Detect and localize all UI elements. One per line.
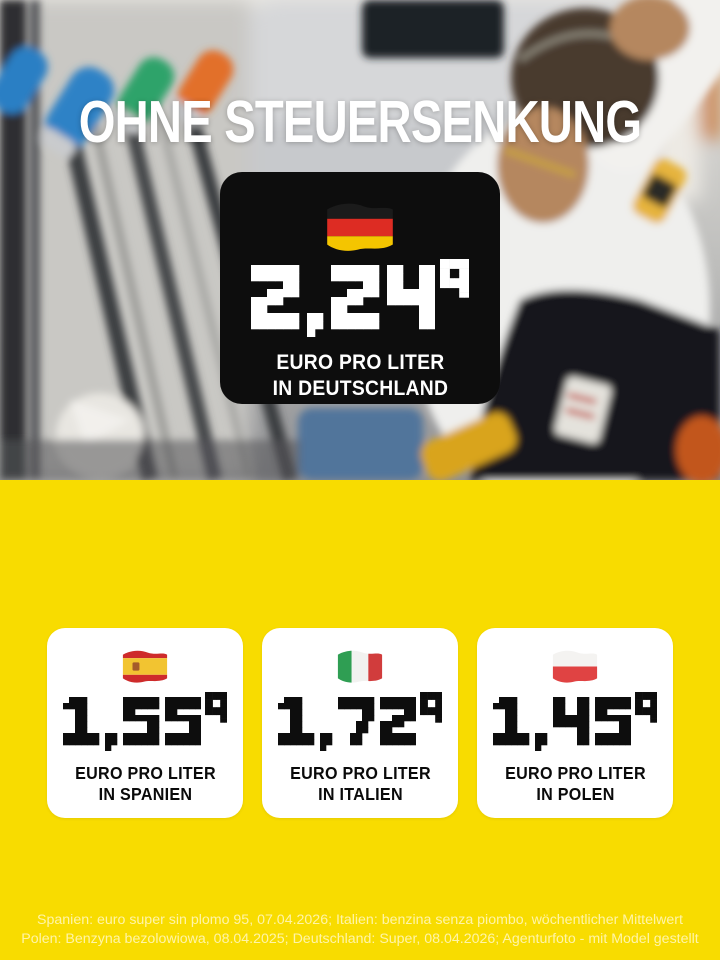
caption-line-2: IN ITALIEN bbox=[317, 784, 403, 805]
italy-price-superscript bbox=[419, 692, 443, 726]
caption-line-2: IN SPANIEN bbox=[98, 784, 192, 805]
tax-cut-section: MIT STEUERSENKUNG bbox=[0, 480, 720, 960]
spain-price-superscript bbox=[204, 692, 228, 726]
caption-line-1: EURO PRO LITER bbox=[289, 763, 431, 783]
poland-flag-icon bbox=[552, 650, 598, 683]
spain-flag-icon bbox=[122, 650, 168, 683]
caption-line-1: EURO PRO LITER bbox=[74, 763, 216, 783]
italy-price-card: EURO PRO LITER IN ITALIEN bbox=[262, 628, 458, 818]
poland-price-caption: EURO PRO LITER IN POLEN bbox=[505, 763, 646, 806]
spain-price bbox=[62, 692, 228, 751]
italy-price-digits bbox=[277, 697, 416, 751]
germany-price-caption: EURO PRO LITER IN DEUTSCHLAND bbox=[272, 350, 448, 401]
poland-price-digits bbox=[492, 697, 631, 751]
italy-price bbox=[277, 692, 443, 751]
footnote-line-1: Spanien: euro super sin plomo 95, 07.04.… bbox=[37, 912, 683, 928]
poland-price bbox=[492, 692, 658, 751]
country-cards-row: EURO PRO LITER IN SPANIEN bbox=[47, 628, 673, 818]
poland-price-superscript bbox=[634, 692, 658, 726]
headline-without-tax-cut: OHNE STEUERSENKUNG bbox=[78, 89, 642, 155]
italy-flag-icon bbox=[337, 650, 383, 683]
spain-price-card: EURO PRO LITER IN SPANIEN bbox=[47, 628, 243, 818]
italy-price-caption: EURO PRO LITER IN ITALIEN bbox=[290, 763, 431, 806]
source-footnote: Spanien: euro super sin plomo 95, 07.04.… bbox=[0, 911, 720, 949]
germany-price bbox=[251, 259, 469, 337]
spain-price-digits bbox=[62, 697, 201, 751]
footnote-line-2: Polen: Benzyna bezolowiowa, 08.04.2025; … bbox=[21, 931, 699, 947]
caption-line-2: IN POLEN bbox=[535, 784, 615, 805]
caption-line-1: EURO PRO LITER bbox=[275, 351, 445, 374]
germany-price-digits bbox=[251, 265, 436, 337]
caption-line-1: EURO PRO LITER bbox=[504, 763, 646, 783]
caption-line-2: IN DEUTSCHLAND bbox=[272, 376, 448, 400]
germany-price-card: EURO PRO LITER IN DEUTSCHLAND bbox=[220, 172, 500, 404]
spain-price-caption: EURO PRO LITER IN SPANIEN bbox=[75, 763, 216, 806]
poland-price-card: EURO PRO LITER IN POLEN bbox=[477, 628, 673, 818]
germany-price-superscript bbox=[440, 259, 469, 302]
germany-flag-icon bbox=[327, 203, 393, 251]
